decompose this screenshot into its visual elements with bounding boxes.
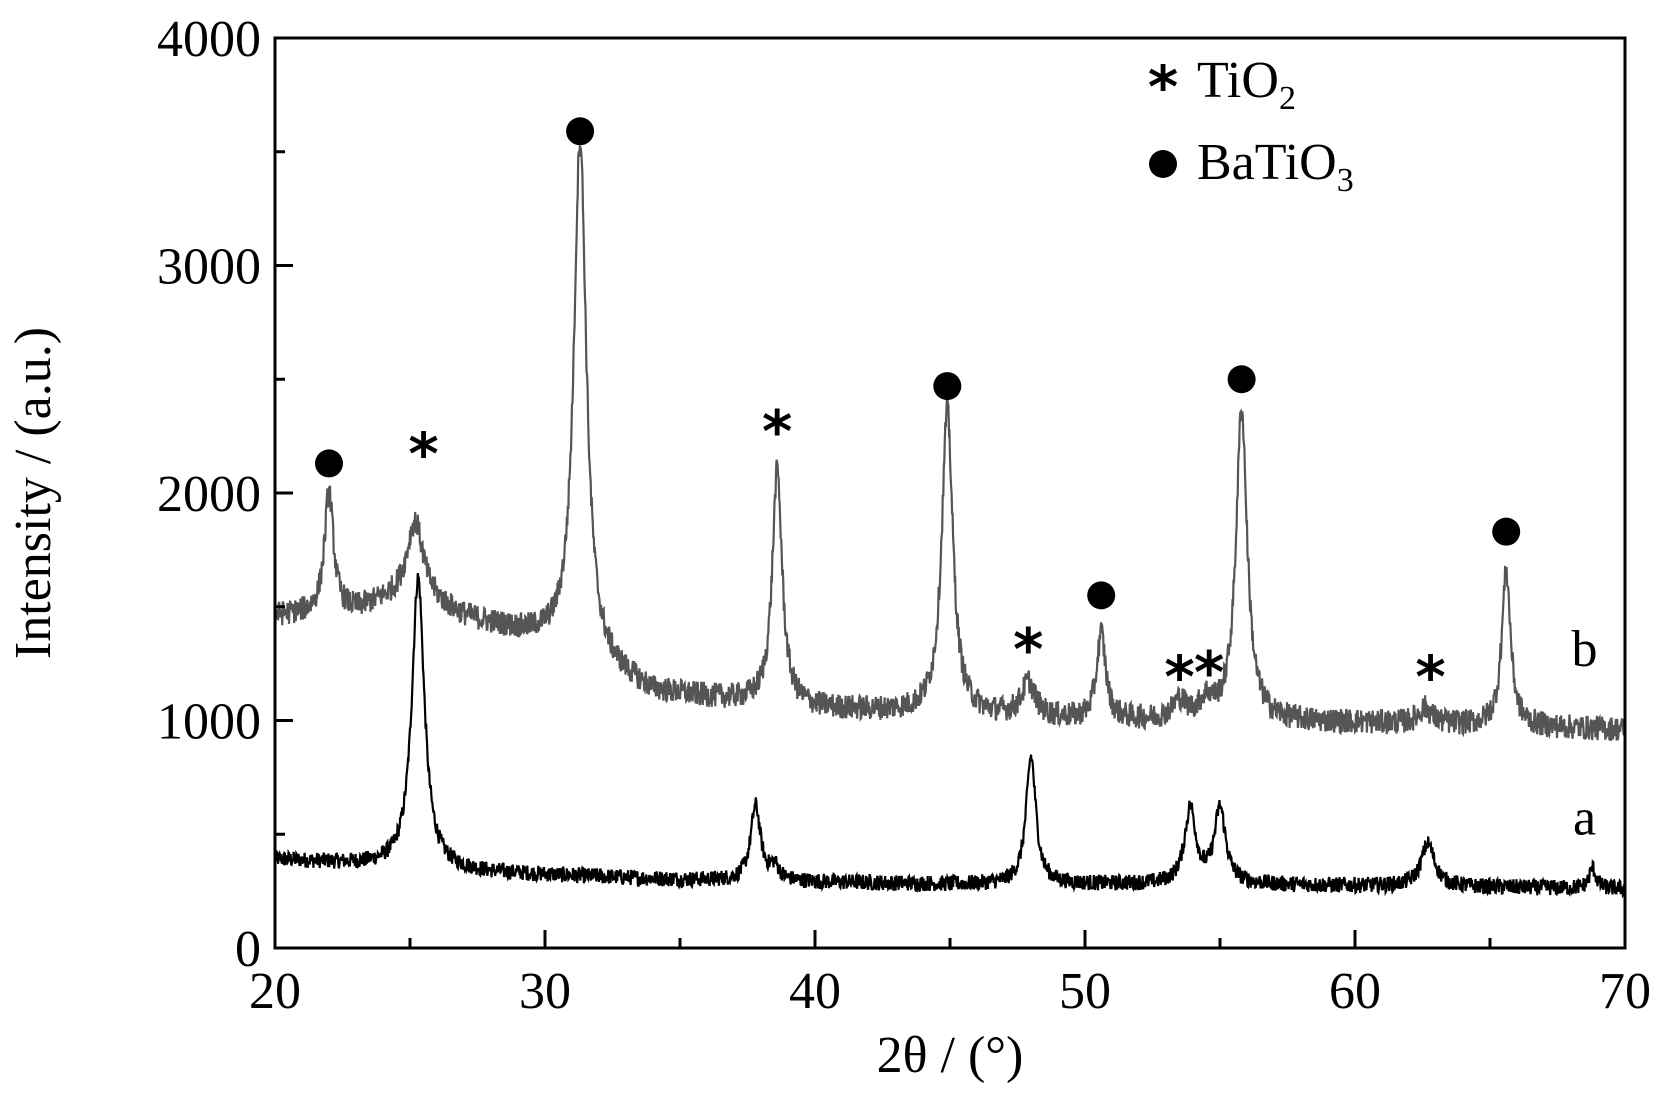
- tio2-peak-marker: *: [1415, 643, 1445, 711]
- x-axis: 20 30 40 50 60 70: [249, 930, 1651, 1020]
- batio3-peak-marker: [1227, 365, 1256, 394]
- legend-batio3-label: BaTiO3: [1197, 134, 1354, 199]
- series-label-a: a: [1573, 789, 1596, 846]
- legend-entry-tio2: * TiO2: [1148, 52, 1296, 121]
- legend-asterisk-icon: *: [1148, 53, 1178, 121]
- x-axis-title: 2θ / (°): [877, 1027, 1024, 1084]
- legend-circle-icon: [1149, 150, 1177, 178]
- x-tick-label: 50: [1059, 963, 1111, 1020]
- batio3-peak-marker: [315, 449, 343, 478]
- y-axis-title: Intensity / (a.u.): [5, 327, 62, 659]
- tio2-peak-marker: *: [1013, 616, 1043, 684]
- y-tick-label: 4000: [157, 11, 261, 68]
- traces: [273, 143, 1627, 899]
- x-tick-label: 70: [1599, 963, 1651, 1020]
- x-tick-label: 30: [519, 963, 571, 1020]
- peak-annotations: * ** * * * ba: [315, 117, 1598, 846]
- plot-frame: [273, 36, 1627, 950]
- tio2-peak-marker: *: [1194, 638, 1224, 706]
- y-tick-label: 3000: [157, 239, 261, 296]
- batio3-peak-marker: [933, 372, 962, 401]
- legend-entry-batio3: BaTiO3: [1149, 134, 1354, 199]
- y-tick-label: 2000: [157, 466, 261, 523]
- series-line-a: [273, 572, 1627, 899]
- tio2-peak-marker: *: [1164, 643, 1194, 711]
- x-tick-label: 20: [249, 963, 301, 1020]
- y-tick-label: 0: [235, 921, 261, 978]
- tio2-peak-marker: *: [762, 397, 792, 465]
- tio2-peak-marker: *: [408, 420, 438, 488]
- legend: * TiO2 BaTiO3: [1148, 52, 1354, 199]
- batio3-peak-marker: [1087, 581, 1116, 610]
- legend-tio2-label: TiO2: [1197, 52, 1296, 117]
- y-tick-label: 1000: [157, 694, 261, 751]
- batio3-peak-marker: [1492, 517, 1521, 546]
- series-label-b: b: [1572, 621, 1598, 678]
- batio3-peak-marker: [566, 117, 595, 146]
- series-line-b: [273, 143, 1627, 741]
- x-tick-label: 60: [1329, 963, 1381, 1020]
- y-axis: 0 1000 2000 3000 4000: [157, 11, 293, 978]
- x-tick-label: 40: [789, 963, 841, 1020]
